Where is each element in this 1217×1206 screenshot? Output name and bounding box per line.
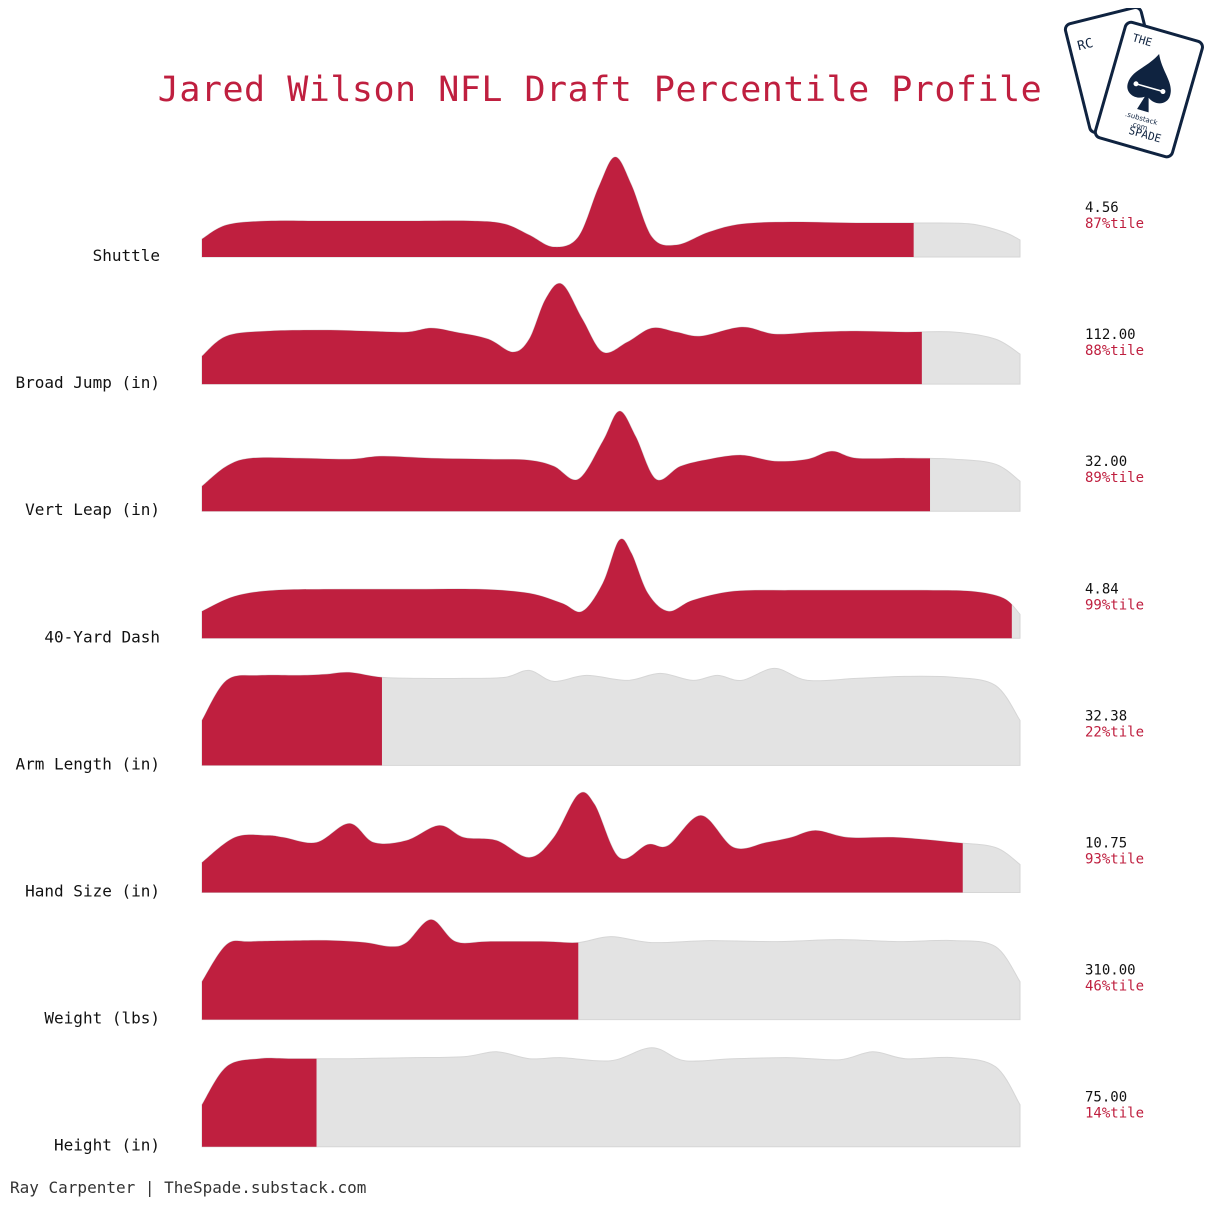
spade-icon — [1127, 53, 1171, 113]
density-percentile-fill — [202, 1058, 317, 1147]
metric-label: Hand Size (in) — [25, 882, 160, 901]
credit-text: Ray Carpenter | TheSpade.substack.com — [10, 1178, 367, 1197]
metric-percentile: 14%tile — [1085, 1106, 1144, 1122]
metric-value: 4.56 — [1085, 200, 1119, 216]
metric-percentile: 87%tile — [1085, 216, 1144, 232]
metric-label: Vert Leap (in) — [25, 500, 160, 519]
density-percentile-fill — [202, 919, 579, 1020]
metric-value: 4.84 — [1085, 581, 1119, 597]
metric-percentile: 22%tile — [1085, 724, 1144, 740]
metric-value: 310.00 — [1085, 963, 1136, 979]
logo-rc-text: RC — [1076, 36, 1095, 54]
the-spade-logo: RC THE SPADE .substack .com — [1063, 8, 1204, 159]
metric-label: 40-Yard Dash — [44, 627, 160, 646]
metric-label: Shuttle — [93, 246, 160, 265]
metric-value: 10.75 — [1085, 836, 1127, 852]
metric-label: Weight (lbs) — [44, 1009, 160, 1028]
density-percentile-fill — [202, 672, 382, 766]
chart-title: Jared Wilson NFL Draft Percentile Profil… — [157, 70, 1043, 110]
density-percentile-fill — [202, 156, 914, 257]
density-percentile-fill — [202, 283, 922, 385]
density-background — [201, 1047, 1021, 1148]
density-percentile-fill — [202, 792, 963, 893]
metric-percentile: 99%tile — [1085, 597, 1144, 613]
metric-label: Broad Jump (in) — [16, 373, 161, 392]
logo-the-text: THE — [1131, 31, 1154, 49]
metric-value: 75.00 — [1085, 1090, 1127, 1106]
metric-label: Arm Length (in) — [16, 754, 161, 773]
density-percentile-fill — [202, 411, 931, 512]
metric-value: 32.38 — [1085, 708, 1127, 724]
metric-label: Height (in) — [54, 1136, 160, 1155]
metric-percentile: 88%tile — [1085, 343, 1144, 359]
metric-value: 32.00 — [1085, 454, 1127, 470]
metric-percentile: 46%tile — [1085, 979, 1144, 995]
metric-value: 112.00 — [1085, 327, 1136, 343]
density-percentile-fill — [202, 538, 1012, 639]
metric-percentile: 89%tile — [1085, 470, 1144, 486]
metric-percentile: 93%tile — [1085, 852, 1144, 868]
